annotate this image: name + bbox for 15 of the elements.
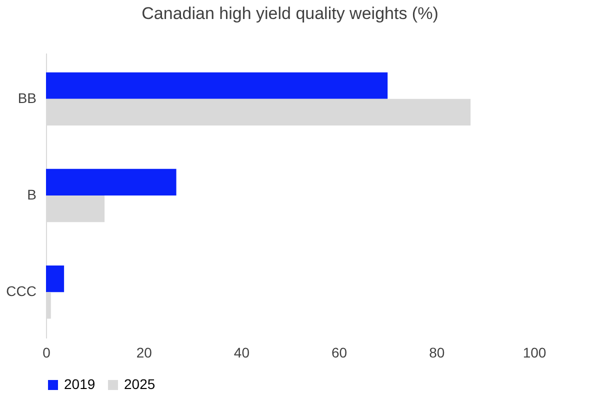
x-tick-label: 0 xyxy=(42,344,51,360)
bar xyxy=(46,72,388,99)
legend-label: 2025 xyxy=(124,376,156,392)
bar xyxy=(46,168,176,196)
x-tick-label: 40 xyxy=(234,344,250,360)
chart-title: Canadian high yield quality weights (%) xyxy=(142,4,438,23)
y-tick-label: CCC xyxy=(6,283,36,300)
bar xyxy=(46,266,64,292)
x-tick-label: 60 xyxy=(332,344,348,360)
y-tick-label: BB xyxy=(18,90,36,106)
x-tick-label: 20 xyxy=(136,344,152,360)
x-tick-label: 100 xyxy=(522,344,546,360)
x-tick-label: 80 xyxy=(429,344,445,360)
y-tick-label: B xyxy=(27,186,36,202)
legend-label: 2019 xyxy=(64,376,96,392)
